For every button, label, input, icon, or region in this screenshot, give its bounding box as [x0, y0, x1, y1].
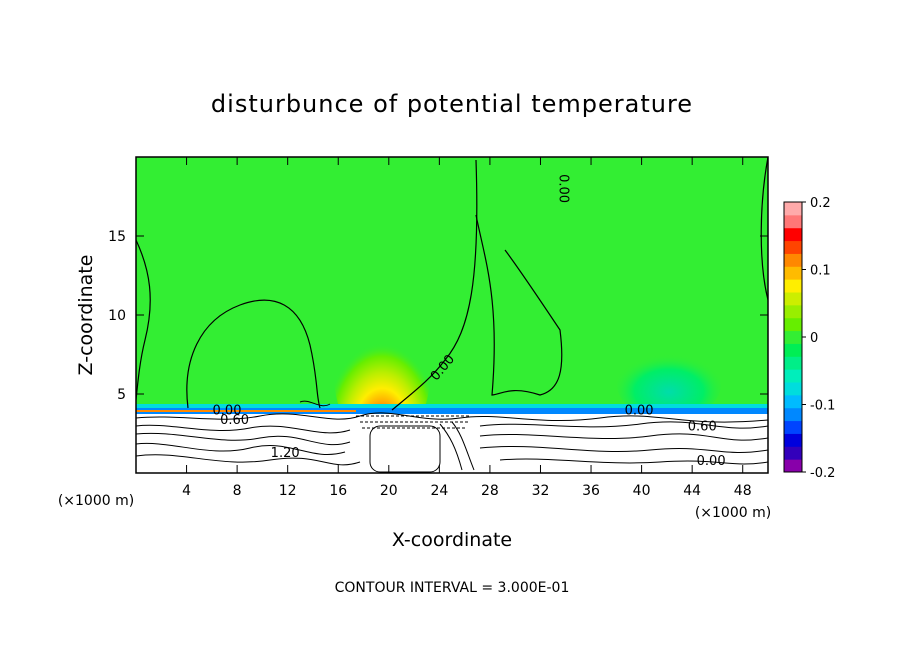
x-tick-label: 24: [430, 483, 448, 499]
x-axis: 4 8 12 16 20 24 28 32 36 40 44 48: [182, 157, 752, 499]
x-tick-label: 16: [329, 483, 347, 499]
x-tick-label: 20: [380, 483, 398, 499]
colorbar-tick-label: -0.1: [810, 399, 835, 414]
boundary-layer-blue: [136, 406, 768, 416]
colorbar-swatch: [784, 343, 802, 357]
colorbar-swatch: [784, 394, 802, 409]
colorbar-swatch: [784, 369, 802, 383]
colorbar-swatch: [784, 227, 802, 242]
surface-layer: [136, 414, 768, 473]
colorbar-tick-label: 0.1: [810, 264, 831, 279]
x-tick-label: 8: [233, 483, 242, 499]
contour-label: 0.00: [625, 404, 654, 419]
boundary-layer-orange: [136, 410, 356, 412]
z-unit-label: (×1000 m): [58, 493, 134, 509]
colorbar-swatch: [784, 433, 802, 447]
y-axis: 5 10 15: [108, 229, 768, 403]
colorbar-swatch: [784, 330, 802, 344]
plot-area: [136, 157, 768, 473]
colorbar-tick-label: 0.2: [810, 196, 831, 211]
y-tick-label: 15: [108, 229, 126, 245]
colorbar-tick-label: -0.2: [810, 466, 835, 481]
colorbar-swatch: [784, 356, 802, 370]
colorbar-swatch: [784, 446, 802, 460]
x-tick-label: 48: [734, 483, 752, 499]
contour-interval-note: CONTOUR INTERVAL = 3.000E-01: [335, 580, 570, 596]
colorbar-tick-label: 0: [810, 331, 818, 346]
contour-label: 0.60: [220, 413, 249, 428]
colorbar-swatch: [784, 240, 802, 254]
boundary-layer-cyan: [136, 404, 768, 408]
colorbar-swatch: [784, 266, 802, 280]
surface-contours: [136, 400, 768, 473]
contour-label: 0.60: [688, 419, 717, 434]
x-tick-label: 44: [683, 483, 701, 499]
colorbar-swatch: [784, 292, 802, 306]
colorbar-ticks: 0.2 0.1 0 -0.1 -0.2: [802, 196, 835, 481]
zero-contours: [136, 157, 768, 411]
colorbar-swatch: [784, 202, 802, 216]
dashed-contours: [356, 415, 470, 429]
contour-label: 0.00: [555, 174, 570, 203]
contour-label: 1.20: [271, 446, 300, 461]
colorbar: [784, 202, 802, 473]
colorbar-swatch: [784, 304, 802, 319]
colorbar-swatch: [784, 420, 802, 434]
chart-title: disturbunce of potential temperature: [211, 90, 693, 118]
colorbar-swatch: [784, 382, 802, 396]
x-tick-label: 36: [582, 483, 600, 499]
x-axis-title: X-coordinate: [392, 529, 512, 551]
x-tick-label: 32: [532, 483, 550, 499]
y-tick-label: 10: [108, 308, 126, 324]
colorbar-swatch: [784, 279, 802, 293]
x-tick-label: 40: [633, 483, 651, 499]
x-tick-label: 12: [279, 483, 297, 499]
y-tick-label: 5: [117, 387, 126, 403]
colorbar-swatch: [784, 317, 802, 332]
colorbar-swatch: [784, 214, 802, 229]
y-axis-title: Z-coordinate: [75, 255, 97, 376]
colorbar-swatch: [784, 253, 802, 267]
contour-label: 0.00: [697, 454, 726, 469]
contour-label: 0.00: [213, 404, 242, 419]
colorbar-swatch: [784, 459, 802, 473]
x-unit-label: (×1000 m): [695, 505, 771, 521]
colorbar-swatch: [784, 407, 802, 422]
x-tick-label: 28: [481, 483, 499, 499]
x-tick-label: 4: [182, 483, 191, 499]
cold-anomaly: [617, 351, 721, 419]
